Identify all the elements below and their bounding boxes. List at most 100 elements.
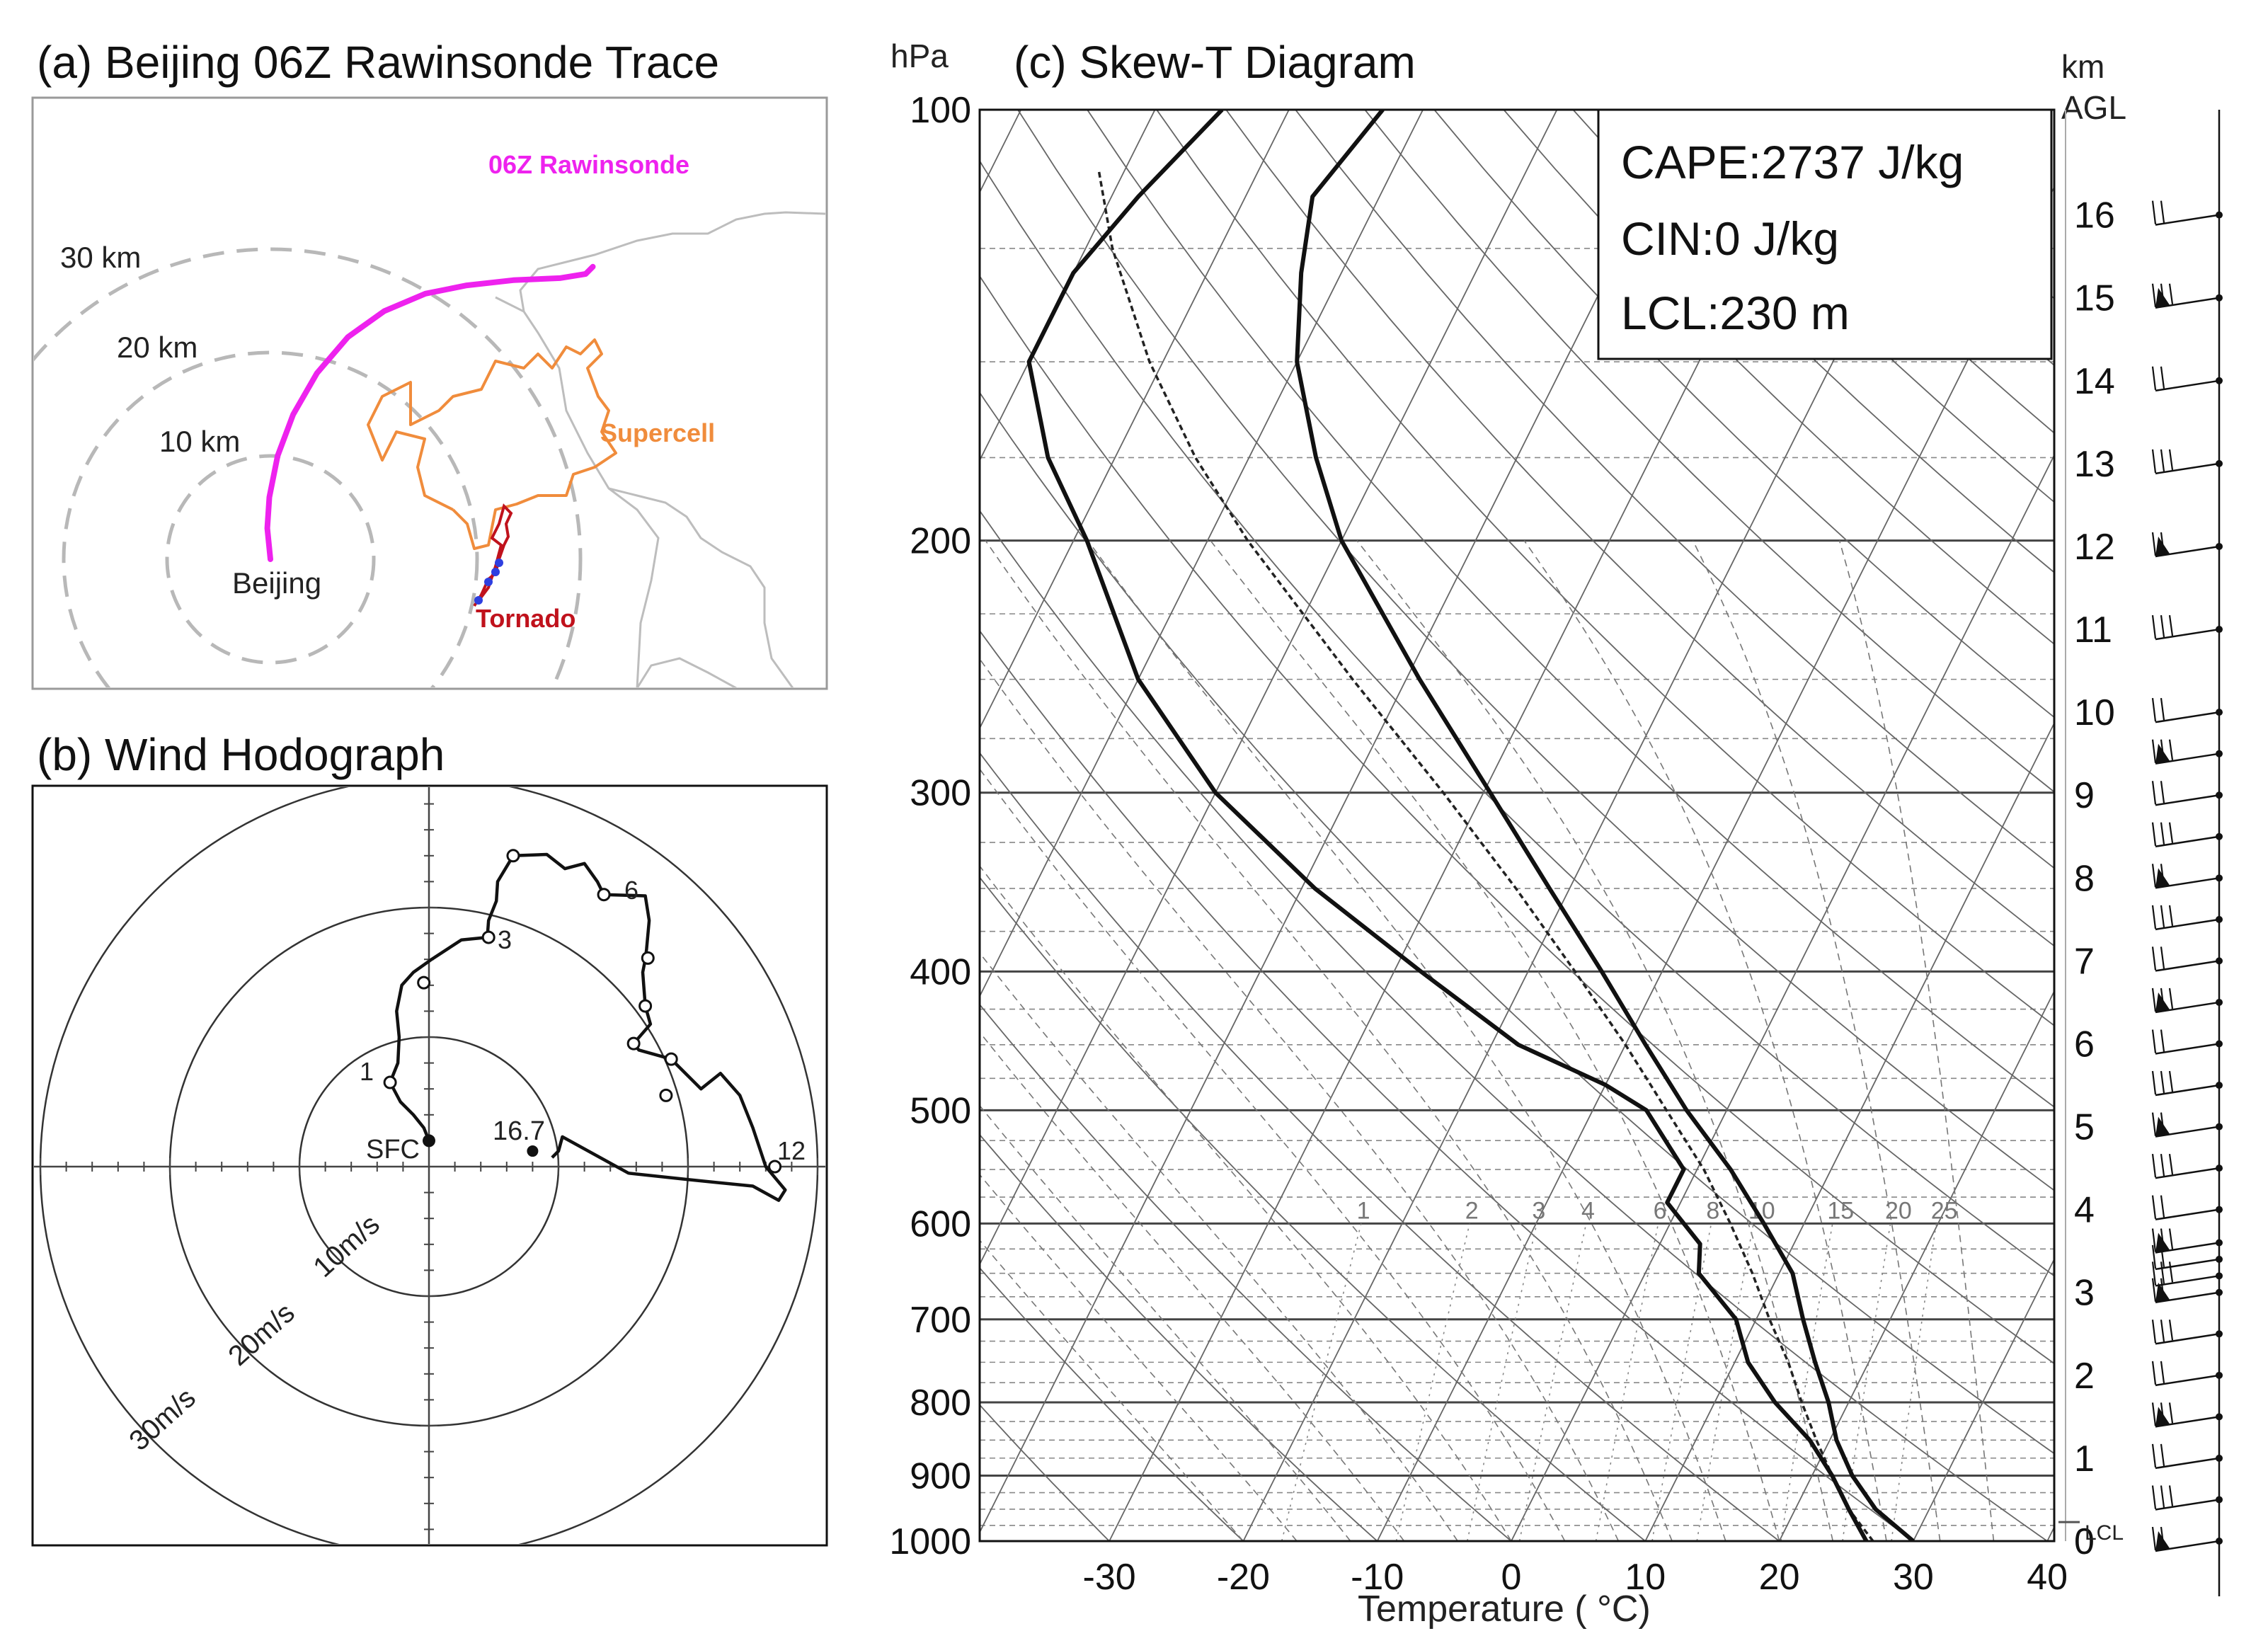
sfc-point (423, 1134, 435, 1148)
dry-adiabat (980, 876, 1646, 1541)
tornado-point (474, 596, 483, 605)
dry-adiabat (1364, 110, 2054, 793)
temperature-tick-label: -20 (1217, 1557, 1270, 1598)
dry-adiabat (980, 391, 2054, 1455)
mixing-ratio-line (1595, 1223, 1659, 1541)
height-tick-label: 5 (2074, 1107, 2095, 1148)
mixing-ratio-label: 20 (1885, 1198, 1912, 1225)
wind-barb (2151, 739, 2223, 765)
agl-axis-label: AGL (2061, 89, 2126, 126)
dewpoint-profile (1026, 110, 1869, 1541)
wind-barb (2151, 449, 2223, 475)
range-ring-20km (62, 350, 479, 687)
range-rings (34, 247, 583, 687)
height-tick-label: 9 (2074, 775, 2095, 816)
height-tick-label: 10 (2074, 692, 2115, 733)
temperature-tick-label: -10 (1351, 1557, 1404, 1598)
wind-barb (2151, 1278, 2223, 1303)
height-marker (659, 1088, 673, 1102)
height-tick-label: 2 (2074, 1356, 2095, 1397)
pressure-tick-label: 200 (910, 521, 971, 562)
mixing-ratio-label: 2 (1465, 1198, 1479, 1225)
stats-box: CAPE:2737 J/kg CIN:0 J/kg LCL:230 m (1597, 108, 2053, 360)
dry-adiabat (980, 275, 2054, 1365)
wind-barb (2151, 1195, 2223, 1220)
range-label-20km: 20 km (117, 331, 197, 364)
hodograph-trace (383, 849, 787, 1202)
moist-adiabat (1692, 540, 1941, 1541)
cin-text: CIN:0 J/kg (1621, 212, 1839, 265)
dry-adiabat (980, 510, 2048, 1541)
mixing-ratio-line (1467, 1223, 1537, 1541)
height-marker (664, 1052, 678, 1066)
rawinsonde-track (264, 263, 596, 562)
height-marker (641, 951, 655, 965)
dry-adiabat (980, 752, 1780, 1541)
height-marker (638, 999, 653, 1013)
pressure-tick-label: 300 (910, 773, 971, 814)
moist-adiabat (980, 1104, 1351, 1541)
wind-barb (2151, 822, 2223, 848)
wind-barb (2151, 1261, 2223, 1287)
mixing-ratio-label: 4 (1581, 1198, 1595, 1225)
moist-adiabat (980, 865, 1512, 1541)
isotherm (980, 110, 1424, 998)
moist-adiabat (985, 540, 1673, 1541)
wind-barb (2151, 1228, 2223, 1254)
dry-adiabat (980, 629, 1914, 1541)
dry-adiabat (980, 1404, 1110, 1541)
height-tick-label: 7 (2074, 941, 2095, 982)
wind-barb (2151, 1443, 2223, 1470)
height-marker (506, 849, 520, 863)
lcl-text: LCL:230 m (1621, 287, 1850, 339)
hodograph-axes (34, 787, 825, 1544)
wind-barb (2151, 1070, 2223, 1097)
pressure-tick-label: 900 (910, 1455, 971, 1497)
height-tick-label: 16 (2074, 195, 2115, 236)
wind-barb (2151, 366, 2223, 392)
wind-barb (2151, 1402, 2223, 1428)
map-frame (31, 96, 828, 690)
temperature-tick-label: 30 (1893, 1557, 1934, 1598)
skewt-profiles (1026, 110, 1915, 1541)
panel-b-title: (b) Wind Hodograph (37, 729, 445, 780)
end-label: 16.7 (493, 1116, 545, 1146)
tornado-point (491, 568, 500, 576)
dry-adiabat (1433, 110, 2054, 719)
height-tick-label: 6 (2074, 1024, 2095, 1065)
supercell-label: Supercell (600, 418, 715, 447)
temperature-axis-label: Temperature ( °C) (1358, 1589, 1651, 1630)
pressure-tick-label: 800 (910, 1383, 971, 1424)
dry-adiabat (980, 1266, 1244, 1541)
moist-adiabat (1356, 540, 1834, 1541)
mixing-ratio-label: 6 (1654, 1198, 1667, 1225)
moist-adiabat (1523, 540, 1887, 1541)
hodograph-line (388, 852, 787, 1202)
pressure-tick-label: 1000 (889, 1521, 971, 1562)
wind-barb (2151, 1320, 2223, 1345)
isotherm (1511, 453, 2054, 1541)
wind-barb (2151, 1029, 2223, 1055)
height-marker (597, 888, 611, 902)
wind-barbs (2151, 110, 2223, 1596)
km-axis-label: km (2061, 48, 2104, 85)
wind-barb (2151, 1361, 2223, 1387)
panel-a-title: (a) Beijing 06Z Rawinsonde Trace (37, 37, 719, 88)
isotherm (980, 110, 1692, 1534)
wind-barb (2151, 946, 2223, 972)
isotherm (980, 110, 1558, 1266)
pressure-axis-label: hPa (890, 38, 949, 74)
temperature-tick-label: 20 (1759, 1557, 1800, 1598)
mixing-ratio-line (1891, 1223, 1937, 1541)
parcel-path (1097, 168, 1874, 1541)
mixing-ratio-label: 3 (1532, 1198, 1545, 1225)
moist-adiabat (980, 1031, 1405, 1541)
mixing-ratio-line (1518, 1223, 1587, 1541)
wind-barb (2151, 988, 2223, 1014)
isotherm (1913, 1257, 2054, 1541)
tornado-point (495, 559, 503, 567)
province-borders (495, 211, 825, 687)
wind-barb (2151, 283, 2223, 309)
moist-adiabat (1838, 540, 1995, 1541)
